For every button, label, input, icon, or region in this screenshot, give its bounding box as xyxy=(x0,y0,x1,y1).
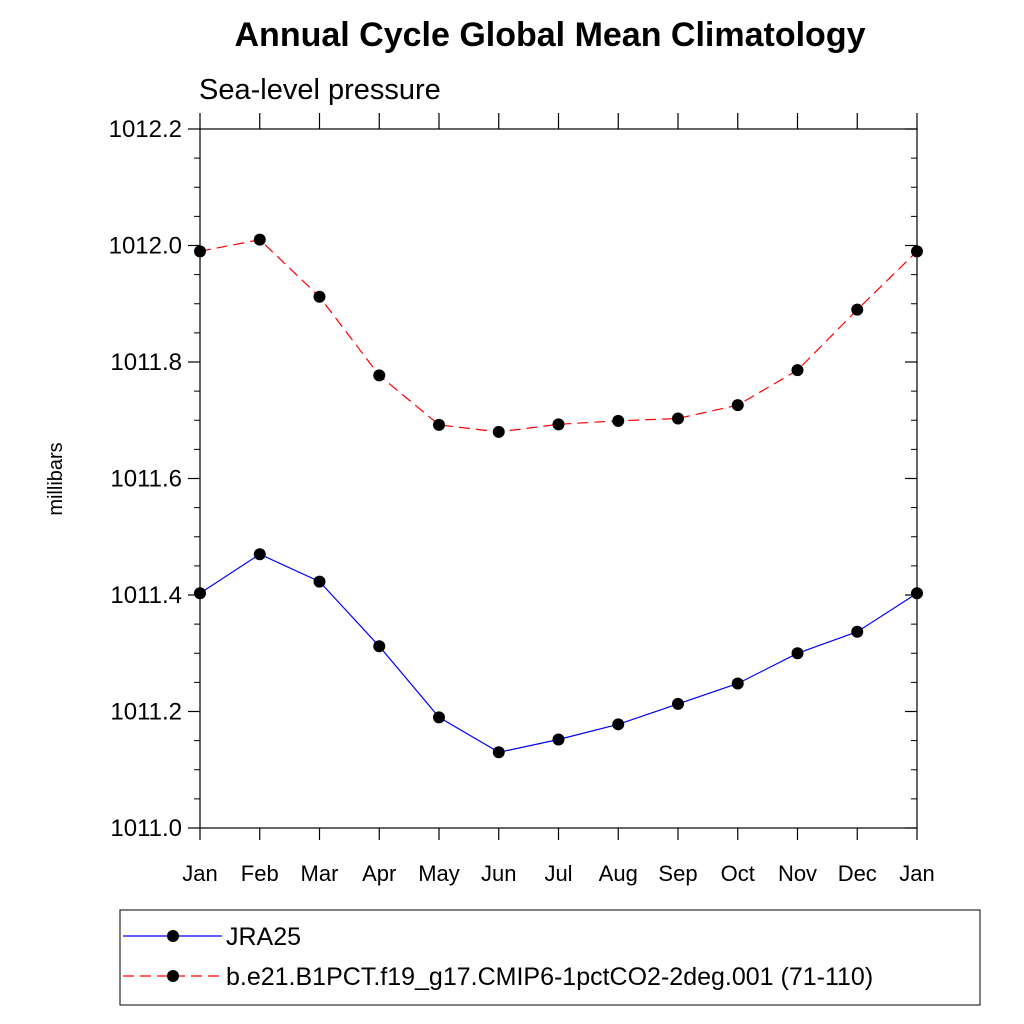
x-tick-label: Nov xyxy=(778,861,817,886)
chart-title: Annual Cycle Global Mean Climatology xyxy=(235,16,866,54)
series-1-point xyxy=(851,303,864,316)
y-tick-label: 1011.6 xyxy=(110,466,182,493)
series-1-point xyxy=(492,425,505,438)
series-0-point xyxy=(911,587,923,600)
series-1-point xyxy=(433,418,445,431)
x-tick-label: Aug xyxy=(599,861,638,886)
y-tick-label: 1012.0 xyxy=(109,233,182,260)
series-1-point xyxy=(791,364,804,377)
x-tick-label: Jan xyxy=(182,861,217,886)
series-1-point xyxy=(253,233,266,246)
legend-marker-1 xyxy=(167,970,179,982)
y-tick-label: 1011.8 xyxy=(110,349,182,376)
x-axis-ticks: Jan Feb Mar Apr May Jun Jul Aug Sep Oct Nov Dec Jan xyxy=(182,113,935,886)
y-tick-label: 1011.2 xyxy=(110,699,182,726)
x-tick-label: May xyxy=(418,861,460,886)
series-0-point xyxy=(253,548,266,561)
y-axis-label: millibars xyxy=(45,442,67,515)
x-tick-label: Jan xyxy=(899,861,934,886)
series-1-point xyxy=(194,245,206,258)
x-tick-label: Dec xyxy=(838,861,877,886)
x-tick-label: Sep xyxy=(658,861,697,886)
series-0-point xyxy=(373,640,386,653)
series-0-point xyxy=(433,711,445,724)
series-1-point xyxy=(313,290,326,303)
legend-label-1: b.e21.B1PCT.f19_g17.CMIP6-1pctCO2-2deg.0… xyxy=(226,963,873,991)
chart-subtitle: Sea-level pressure xyxy=(199,74,441,106)
series-0-point xyxy=(731,677,744,690)
series-0-point xyxy=(552,733,565,746)
series-1-point xyxy=(672,412,684,425)
series-line-1 xyxy=(199,239,918,433)
series-1-point xyxy=(373,369,386,382)
x-tick-label: Mar xyxy=(301,861,339,886)
x-tick-label: Jul xyxy=(544,861,572,886)
x-tick-label: Jun xyxy=(481,861,516,886)
y-tick-label: 1012.2 xyxy=(109,116,182,143)
series-0-point xyxy=(791,647,804,660)
legend-marker-0 xyxy=(167,930,179,942)
series-0-point xyxy=(194,587,206,600)
plot-frame xyxy=(199,128,918,829)
x-tick-label: Apr xyxy=(362,861,396,886)
x-tick-label: Feb xyxy=(241,861,279,886)
series-1-point xyxy=(731,399,744,412)
series-layer xyxy=(194,233,923,759)
y-tick-label: 1011.4 xyxy=(110,582,182,609)
series-0-point xyxy=(851,625,864,638)
legend-box xyxy=(119,909,981,1006)
y-axis-ticks: 1011.0 1011.2 1011.4 1011.6 1011.8 1012.0 1012… xyxy=(109,116,917,842)
x-tick-label: Oct xyxy=(721,861,755,886)
legend: JRA25 b.e21.B1PCT.f19_g17.CMIP6-1pctCO2-2… xyxy=(123,923,873,991)
series-1-point xyxy=(552,418,565,431)
series-line-0 xyxy=(199,553,918,753)
series-1-point xyxy=(911,245,923,258)
legend-label-0: JRA25 xyxy=(226,923,301,951)
series-0-point xyxy=(672,697,684,710)
series-0-point xyxy=(313,575,326,588)
series-1-point xyxy=(612,414,625,427)
series-0-point xyxy=(492,746,505,759)
y-tick-label: 1011.0 xyxy=(110,815,182,842)
series-0-point xyxy=(612,718,625,731)
